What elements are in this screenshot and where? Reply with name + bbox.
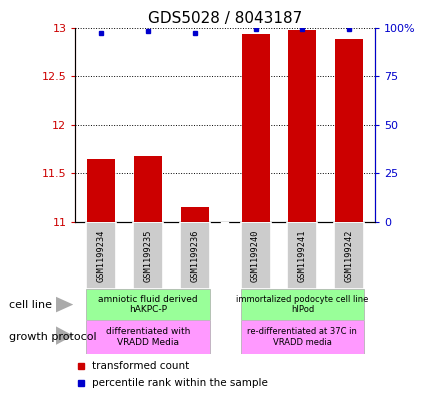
- Text: GSM1199240: GSM1199240: [251, 229, 260, 282]
- Bar: [179, 222, 209, 289]
- Text: growth protocol: growth protocol: [9, 332, 96, 342]
- Text: GSM1199242: GSM1199242: [344, 229, 353, 282]
- Bar: [241, 34, 269, 222]
- Text: re-differentiated at 37C in
VRADD media: re-differentiated at 37C in VRADD media: [247, 327, 356, 347]
- Text: GSM1199241: GSM1199241: [297, 229, 306, 282]
- Text: GSM1199236: GSM1199236: [190, 229, 199, 282]
- Bar: [133, 222, 163, 289]
- Bar: [240, 289, 363, 320]
- Bar: [87, 159, 115, 222]
- Text: amniotic fluid derived
hAKPC-P: amniotic fluid derived hAKPC-P: [98, 295, 197, 314]
- Text: GSM1199234: GSM1199234: [96, 229, 105, 282]
- Bar: [134, 156, 162, 222]
- Bar: [287, 222, 316, 289]
- Bar: [86, 320, 209, 354]
- Text: cell line: cell line: [9, 299, 52, 310]
- Text: GSM1199235: GSM1199235: [143, 229, 152, 282]
- Bar: [334, 222, 363, 289]
- Text: percentile rank within the sample: percentile rank within the sample: [92, 378, 267, 388]
- Bar: [180, 208, 208, 222]
- Bar: [86, 289, 209, 320]
- Polygon shape: [56, 297, 73, 312]
- Bar: [240, 320, 363, 354]
- Bar: [288, 30, 316, 222]
- Text: transformed count: transformed count: [92, 361, 189, 371]
- Bar: [240, 222, 270, 289]
- Title: GDS5028 / 8043187: GDS5028 / 8043187: [148, 11, 301, 26]
- Bar: [86, 222, 116, 289]
- Text: immortalized podocyte cell line
hIPod: immortalized podocyte cell line hIPod: [236, 295, 368, 314]
- Text: differentiated with
VRADD Media: differentiated with VRADD Media: [105, 327, 190, 347]
- Bar: [335, 39, 362, 222]
- Polygon shape: [56, 327, 73, 345]
